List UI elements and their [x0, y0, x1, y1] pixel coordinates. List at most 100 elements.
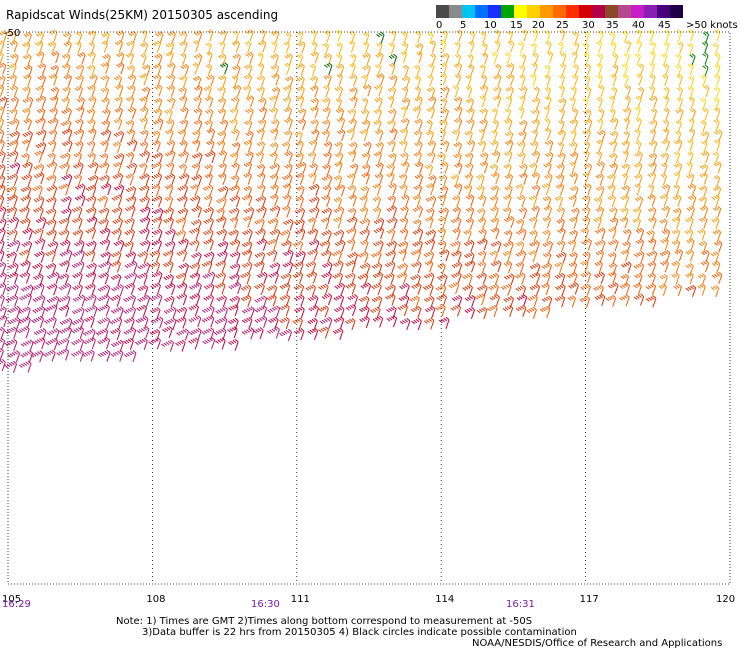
- wind-barb: [619, 294, 630, 307]
- wind-barb: [30, 350, 44, 363]
- wind-barb: [310, 85, 319, 98]
- wind-barb: [46, 295, 60, 308]
- wind-barb: [256, 238, 267, 251]
- wind-barb: [228, 282, 242, 295]
- wind-barb: [437, 227, 446, 240]
- wind-barb: [335, 97, 343, 110]
- wind-barb: [87, 51, 96, 64]
- wind-barb: [463, 251, 475, 265]
- wind-barb: [151, 130, 161, 143]
- wind-barb: [243, 74, 253, 87]
- wind-barb: [557, 152, 566, 165]
- wind-barb: [531, 129, 538, 142]
- color-swatch: [436, 5, 449, 18]
- wind-barb: [345, 304, 357, 317]
- wind-barb: [58, 229, 70, 242]
- wind-barb: [454, 183, 463, 196]
- wind-barb: [529, 240, 540, 253]
- wind-barb: [554, 272, 566, 285]
- wind-barb: [152, 152, 163, 165]
- wind-barb: [23, 53, 32, 67]
- wind-barb: [97, 304, 110, 317]
- wind-barb: [295, 161, 307, 175]
- wind-barb: [294, 228, 306, 241]
- footer-note-line1: Note: 1) Times are GMT 2)Times along bot…: [116, 616, 533, 627]
- wind-barb: [308, 196, 320, 209]
- wind-barb: [113, 162, 122, 175]
- wind-barb: [698, 196, 707, 209]
- wind-barb: [47, 241, 59, 254]
- wind-barb: [176, 195, 188, 208]
- wind-barb: [279, 282, 291, 295]
- wind-barb: [583, 150, 590, 163]
- wind-barb: [8, 74, 17, 87]
- wind-barb: [149, 328, 161, 342]
- wind-barb: [526, 306, 537, 319]
- wind-barb: [397, 262, 408, 276]
- wind-barb: [516, 294, 528, 307]
- wind-barb: [412, 205, 423, 218]
- wind-barb: [229, 263, 241, 276]
- wind-barb: [46, 271, 60, 284]
- wind-barb: [581, 206, 591, 219]
- wind-barb: [608, 140, 618, 153]
- wind-barb: [399, 228, 409, 241]
- wind-barb: [62, 63, 71, 76]
- wind-barb: [164, 195, 174, 209]
- wind-barb: [282, 183, 292, 196]
- wind-barb: [163, 317, 177, 330]
- wind-barb: [583, 52, 590, 65]
- wind-barb: [649, 119, 658, 132]
- wind-barb: [569, 151, 579, 164]
- wind-barb: [452, 206, 461, 219]
- wind-barb: [155, 31, 164, 44]
- wind-barb: [61, 128, 73, 141]
- wind-barb: [373, 240, 384, 253]
- footer-note-line2: 3)Data buffer is 22 hrs from 20150305 4)…: [142, 627, 577, 638]
- wind-barb: [318, 326, 329, 339]
- wind-barb: [427, 96, 437, 109]
- wind-barb: [74, 85, 83, 98]
- wind-barb: [125, 251, 137, 264]
- wind-barb: [149, 261, 161, 274]
- wind-barb: [165, 162, 175, 175]
- wind-barb: [21, 107, 31, 120]
- wind-barb: [608, 31, 616, 44]
- wind-barb: [347, 108, 357, 121]
- wind-barb: [647, 194, 656, 207]
- wind-barb: [97, 349, 111, 362]
- wind-barb: [714, 129, 723, 142]
- wind-barb: [519, 74, 526, 87]
- wind-barb: [569, 141, 578, 154]
- wind-barb: [688, 96, 695, 109]
- wind-barb: [311, 41, 318, 54]
- wind-barb: [583, 118, 593, 131]
- wind-barb: [71, 317, 84, 331]
- wind-barb: [531, 205, 540, 218]
- wind-barb: [703, 84, 710, 98]
- wind-barb: [242, 228, 253, 242]
- wind-barb: [71, 260, 85, 273]
- wind-barb: [269, 228, 281, 241]
- wind-barb: [621, 63, 629, 76]
- wind-barb: [490, 217, 500, 230]
- wind-barb: [347, 207, 357, 220]
- wind-barb: [151, 183, 161, 197]
- color-swatch: [514, 5, 527, 18]
- wind-barb: [116, 51, 125, 64]
- wind-barb: [647, 184, 655, 197]
- wind-barb: [424, 260, 434, 273]
- wind-barb: [414, 42, 424, 55]
- wind-barb: [191, 252, 202, 265]
- wind-barb: [435, 284, 447, 297]
- wind-barb: [257, 172, 266, 185]
- wind-barb: [215, 216, 227, 229]
- wind-barb: [411, 261, 422, 274]
- wind-barb: [689, 53, 696, 66]
- wind-barb: [359, 228, 370, 241]
- wind-barb: [332, 327, 344, 340]
- wind-barb: [488, 272, 500, 285]
- wind-barb: [544, 151, 554, 164]
- wind-barb: [87, 174, 99, 187]
- wind-barb: [598, 108, 605, 121]
